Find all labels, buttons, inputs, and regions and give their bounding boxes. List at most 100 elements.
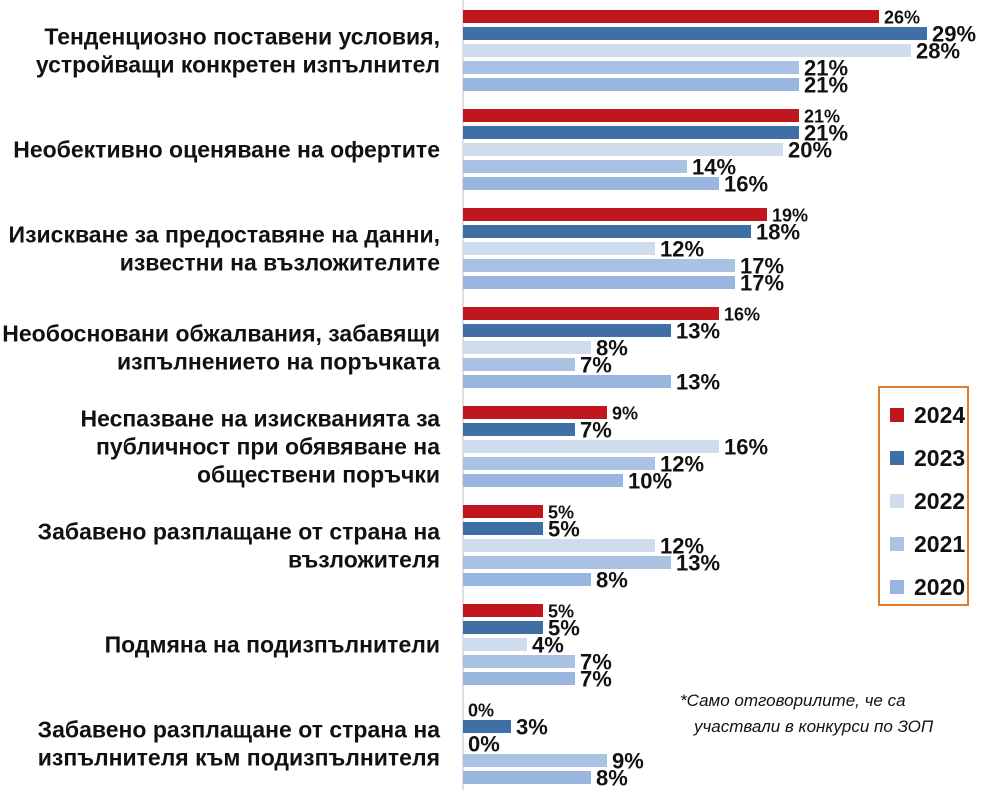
value-label-2021: 9% <box>612 749 644 774</box>
value-label-2020: 7% <box>580 667 612 692</box>
bar-2023 <box>463 126 799 139</box>
value-label-2023: 5% <box>548 517 580 542</box>
value-label-2021: 7% <box>580 353 612 378</box>
legend-label-2020: 2020 <box>914 573 966 600</box>
bar-2024 <box>463 208 767 221</box>
value-label-2022: 12% <box>660 534 704 559</box>
legend-swatch-2020 <box>890 580 904 594</box>
legend-item-2023: 2023 <box>890 443 965 473</box>
value-label-2022: 4% <box>532 633 564 658</box>
bar-2024 <box>463 10 879 23</box>
value-label-2023: 5% <box>548 616 580 641</box>
bar-2024 <box>463 406 607 419</box>
category-label-line: Забавено разплащане от страна на <box>38 717 441 743</box>
bar-2021 <box>463 556 671 569</box>
bar-2021 <box>463 457 655 470</box>
category-label-line: публичност при обявяване на <box>96 434 440 460</box>
bar-2021 <box>463 259 735 272</box>
category-label: Тенденциозно поставени условия, устройващ… <box>36 24 440 78</box>
legend-item-2022: 2022 <box>890 486 965 516</box>
category-label: Необосновани обжалвания, забавящи изпълне… <box>2 321 440 375</box>
bar-2020 <box>463 276 735 289</box>
bar-2023 <box>463 720 511 733</box>
category-label-line: изпълнителя към подизпълнителя <box>38 745 440 771</box>
bars-layer <box>463 10 927 784</box>
value-label-2023: 21% <box>804 121 848 146</box>
bar-2022 <box>463 440 719 453</box>
category-label-line: Забавено разплащане от страна на <box>38 519 441 545</box>
bar-2020 <box>463 573 591 586</box>
bar-2023 <box>463 522 543 535</box>
bar-2021 <box>463 160 687 173</box>
bar-2022 <box>463 341 591 354</box>
value-label-2021: 14% <box>692 155 736 180</box>
category-label-line: Подмяна на подизпълнители <box>105 632 440 658</box>
category-label-line: обществени поръчки <box>197 462 440 488</box>
bar-2023 <box>463 423 575 436</box>
category-label: Необективно оценяване на офертите <box>13 137 440 163</box>
value-label-2022: 0% <box>468 732 500 757</box>
category-label-line: изпълнението на поръчката <box>117 349 440 375</box>
footnote: *Само отговорилите, че са участвали в ко… <box>680 688 980 740</box>
value-label-2022: 28% <box>916 39 960 64</box>
value-label-2022: 16% <box>724 435 768 460</box>
legend-item-2020: 2020 <box>890 572 965 602</box>
legend-item-2021: 2021 <box>890 529 965 559</box>
category-label-line: Необосновани обжалвания, забавящи <box>2 321 440 347</box>
category-label: Забавено разплащане от страна на изпълнит… <box>38 717 441 771</box>
legend-swatch-2022 <box>890 494 904 508</box>
legend: 2024 2023 2022 2021 2020 <box>878 386 969 606</box>
legend-label-2021: 2021 <box>914 530 966 557</box>
category-label: Изискване за предоставяне на данни, извес… <box>9 222 440 276</box>
labels-layer: Тенденциозно поставени условия, устройващ… <box>2 8 976 791</box>
legend-swatch-2024 <box>890 408 904 422</box>
bar-2021 <box>463 61 799 74</box>
category-label: Неспазване на изискванията за публичност … <box>80 406 440 488</box>
bar-2023 <box>463 324 671 337</box>
category-label-line: устройващи конкретен изпълнител <box>36 52 440 78</box>
value-label-2023: 29% <box>932 22 976 47</box>
value-label-2024: 16% <box>724 305 760 325</box>
bar-2020 <box>463 375 671 388</box>
legend-label-2024: 2024 <box>914 401 966 428</box>
footnote-line-1: *Само отговорилите, че са <box>680 691 906 710</box>
bar-2021 <box>463 358 575 371</box>
value-label-2020: 17% <box>740 271 784 296</box>
bar-2020 <box>463 177 719 190</box>
bar-2021 <box>463 754 607 767</box>
bar-2021 <box>463 655 575 668</box>
category-label-line: Неспазване на изискванията за <box>80 406 440 432</box>
value-label-2022: 20% <box>788 138 832 163</box>
value-label-2020: 16% <box>724 172 768 197</box>
value-label-2020: 10% <box>628 469 672 494</box>
value-label-2024: 9% <box>612 404 638 424</box>
value-label-2021: 17% <box>740 254 784 279</box>
value-label-2021: 12% <box>660 452 704 477</box>
bar-2022 <box>463 143 783 156</box>
value-label-2024: 5% <box>548 602 574 622</box>
bar-2020 <box>463 474 623 487</box>
legend-label-2022: 2022 <box>914 487 966 514</box>
category-label-line: Изискване за предоставяне на данни, <box>9 222 440 248</box>
value-label-2024: 5% <box>548 503 574 523</box>
category-label-line: Необективно оценяване на офертите <box>13 137 440 163</box>
bar-2020 <box>463 672 575 685</box>
value-label-2021: 13% <box>676 551 720 576</box>
bar-2023 <box>463 225 751 238</box>
legend-swatch-2021 <box>890 537 904 551</box>
bar-2023 <box>463 27 927 40</box>
value-label-2023: 3% <box>516 715 548 740</box>
category-label-line: възложителя <box>288 547 440 573</box>
value-label-2020: 8% <box>596 766 628 791</box>
category-label: Забавено разплащане от страна на възложит… <box>38 519 441 573</box>
legend-swatch-2023 <box>890 451 904 465</box>
value-label-2021: 7% <box>580 650 612 675</box>
bar-2022 <box>463 539 655 552</box>
value-label-2023: 7% <box>580 418 612 443</box>
value-label-2022: 8% <box>596 336 628 361</box>
category-label: Подмяна на подизпълнители <box>105 632 440 658</box>
bar-2022 <box>463 242 655 255</box>
bar-2023 <box>463 621 543 634</box>
category-label-line: Тенденциозно поставени условия, <box>44 24 440 50</box>
